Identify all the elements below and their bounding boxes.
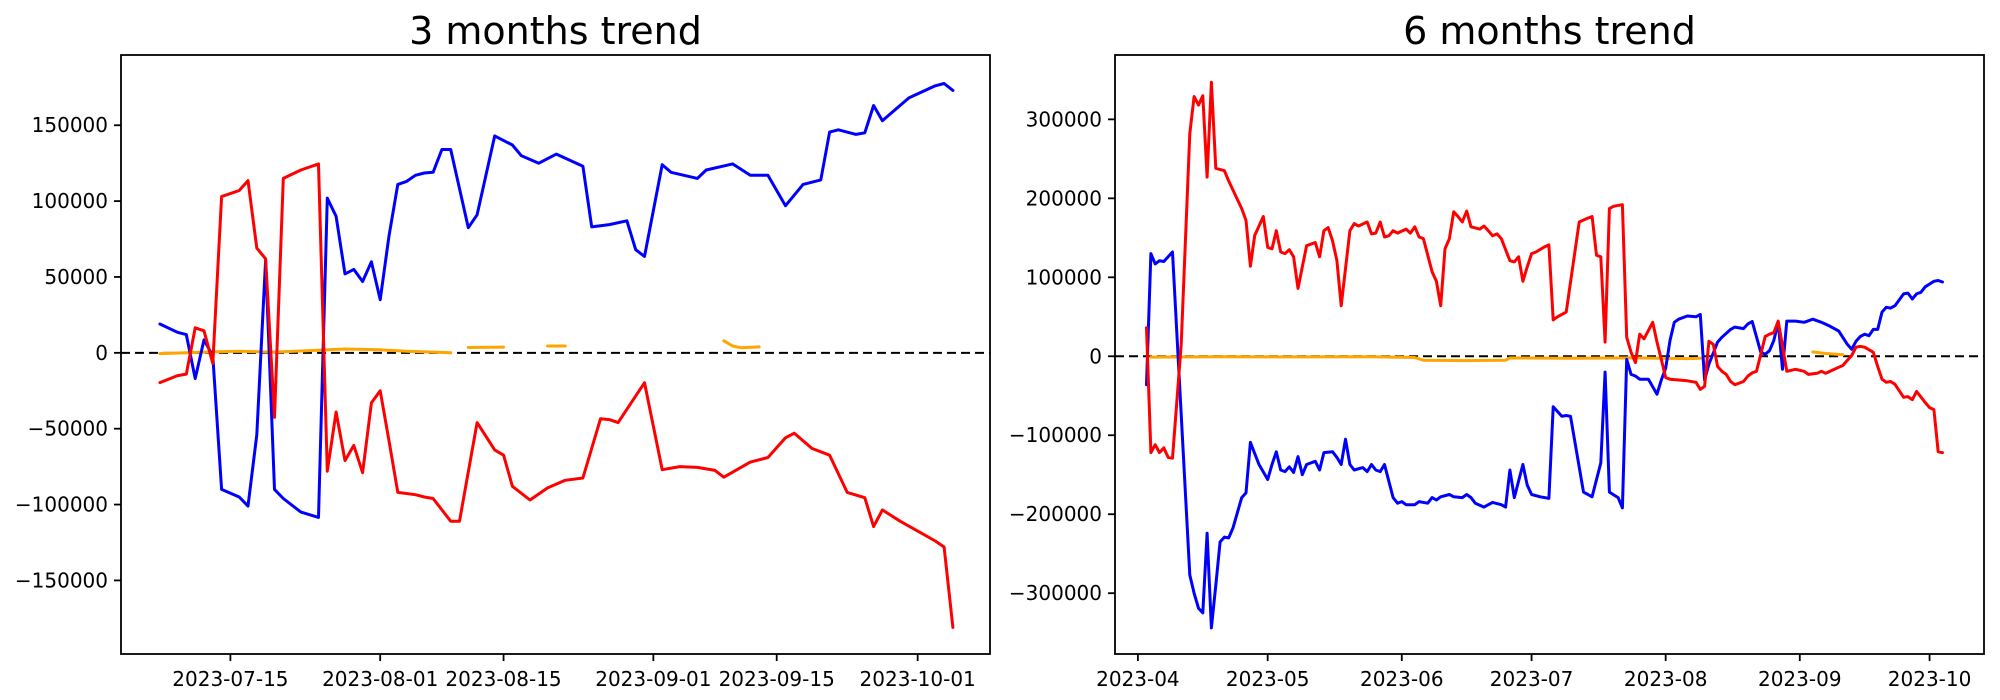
y-tick-label: −150000 (15, 568, 108, 592)
x-tick-label: 2023-08-01 (322, 667, 438, 691)
y-tick-label: −50000 (28, 417, 108, 441)
y-tick-label: −100000 (15, 493, 108, 517)
y-tick-label: −100000 (1009, 423, 1102, 447)
x-tick-label: 2023-08 (1624, 667, 1708, 691)
x-tick-label: 2023-10 (1888, 667, 1972, 691)
x-tick-label: 2023-05 (1226, 667, 1310, 691)
y-tick-label: 0 (95, 341, 108, 365)
y-tick-label: 100000 (32, 189, 108, 213)
y-tick-label: 100000 (1026, 265, 1102, 289)
red-line-1 (1145, 80, 1944, 460)
x-tick-label: 2023-10-01 (860, 667, 976, 691)
x-tick-label: 2023-08-15 (445, 667, 561, 691)
orange-line-0 (158, 339, 761, 356)
x-tick-label: 2023-09-15 (719, 667, 835, 691)
plot-border-0 (120, 54, 991, 655)
chart-title-3-months: 3 months trend (409, 9, 702, 53)
y-tick-label: 150000 (32, 113, 108, 137)
y-tick-label: −300000 (1009, 581, 1102, 605)
x-tick-label: 2023-07 (1490, 667, 1574, 691)
y-tick-label: 300000 (1026, 107, 1102, 131)
y-tick-label: −200000 (1009, 502, 1102, 526)
x-tick-label: 2023-09 (1758, 667, 1842, 691)
y-tick-label: 200000 (1026, 186, 1102, 210)
x-tick-label: 2023-06 (1360, 667, 1444, 691)
y-tick-label: 0 (1089, 344, 1102, 368)
x-tick-label: 2023-07-15 (172, 667, 288, 691)
y-tick-label: 50000 (44, 265, 108, 289)
plot-border-1 (1114, 54, 1985, 655)
x-tick-label: 2023-09-01 (595, 667, 711, 691)
blue-line-1 (1145, 250, 1944, 630)
red-line-0 (158, 162, 955, 629)
x-tick-label: 2023-04 (1096, 667, 1180, 691)
chart-title-6-months: 6 months trend (1403, 9, 1696, 53)
